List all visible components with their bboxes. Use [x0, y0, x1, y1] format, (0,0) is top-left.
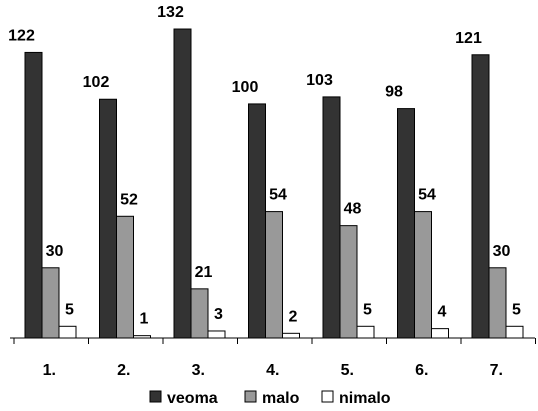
data-label-nimalo-6: 4	[438, 304, 447, 321]
data-labels-layer: 122 30 5 102 52 1 132 21 3 100 54 2 103 48 5 98 54 4 121 30…	[8, 4, 521, 328]
legend: veoma malo nimalo	[149, 390, 391, 407]
legend-swatch-malo	[244, 390, 257, 403]
legend-label-nimalo: nimalo	[339, 390, 391, 407]
data-label-malo-1: 30	[46, 243, 64, 260]
bar-veoma-3	[173, 28, 192, 339]
bars-layer	[24, 28, 524, 339]
x-tick-label-1: 1.	[43, 362, 56, 379]
bar-malo-3	[190, 288, 209, 339]
bar-nimalo-5	[356, 325, 375, 339]
bar-malo-4	[265, 211, 283, 339]
bar-veoma-2	[99, 98, 117, 339]
legend-label-veoma: veoma	[167, 390, 218, 407]
data-label-veoma-6: 98	[385, 84, 403, 101]
x-tick-label-4: 4.	[266, 362, 279, 379]
bar-veoma-4	[248, 103, 266, 339]
data-label-malo-5: 48	[344, 201, 362, 218]
bar-malo-6	[414, 211, 432, 339]
bar-veoma-1	[24, 51, 43, 339]
data-label-nimalo-3: 3	[214, 306, 223, 323]
bar-malo-5	[339, 225, 358, 339]
data-label-veoma-3: 132	[157, 4, 184, 21]
data-label-veoma-4: 100	[232, 79, 259, 96]
data-label-malo-6: 54	[418, 187, 436, 204]
data-label-malo-3: 21	[195, 264, 213, 281]
x-tick-label-5: 5.	[341, 362, 354, 379]
x-tick-label-7: 7.	[490, 362, 503, 379]
data-label-nimalo-4: 2	[289, 308, 298, 325]
data-label-veoma-7: 121	[455, 30, 482, 47]
data-label-veoma-5: 103	[306, 72, 333, 89]
data-label-malo-4: 54	[269, 187, 287, 204]
legend-swatch-veoma	[149, 390, 162, 403]
x-tick-label-6: 6.	[415, 362, 428, 379]
bar-malo-2	[116, 215, 134, 339]
bar-nimalo-6	[431, 328, 449, 339]
bar-nimalo-7	[505, 325, 524, 339]
bar-veoma-5	[322, 96, 341, 339]
legend-swatch-nimalo	[321, 390, 334, 403]
data-label-veoma-2: 102	[83, 74, 110, 91]
data-label-nimalo-2: 1	[140, 311, 149, 328]
data-label-malo-7: 30	[493, 243, 511, 260]
x-tick-label-2: 2.	[117, 362, 130, 379]
legend-label-malo: malo	[262, 390, 300, 407]
bar-malo-1	[41, 267, 60, 339]
bar-nimalo-3	[207, 330, 226, 339]
x-tick-label-3: 3.	[192, 362, 205, 379]
data-label-nimalo-7: 5	[512, 301, 521, 318]
data-label-malo-2: 52	[120, 191, 138, 208]
data-label-nimalo-5: 5	[363, 301, 372, 318]
bar-veoma-7	[471, 54, 490, 339]
bar-malo-7	[488, 267, 507, 339]
bar-nimalo-1	[58, 325, 77, 339]
bar-veoma-6	[397, 108, 415, 339]
bar-nimalo-4	[282, 332, 300, 339]
data-label-veoma-1: 122	[8, 27, 35, 44]
data-label-nimalo-1: 5	[65, 301, 74, 318]
x-axis: 1. 2. 3. 4. 5. 6. 7.	[10, 337, 536, 379]
